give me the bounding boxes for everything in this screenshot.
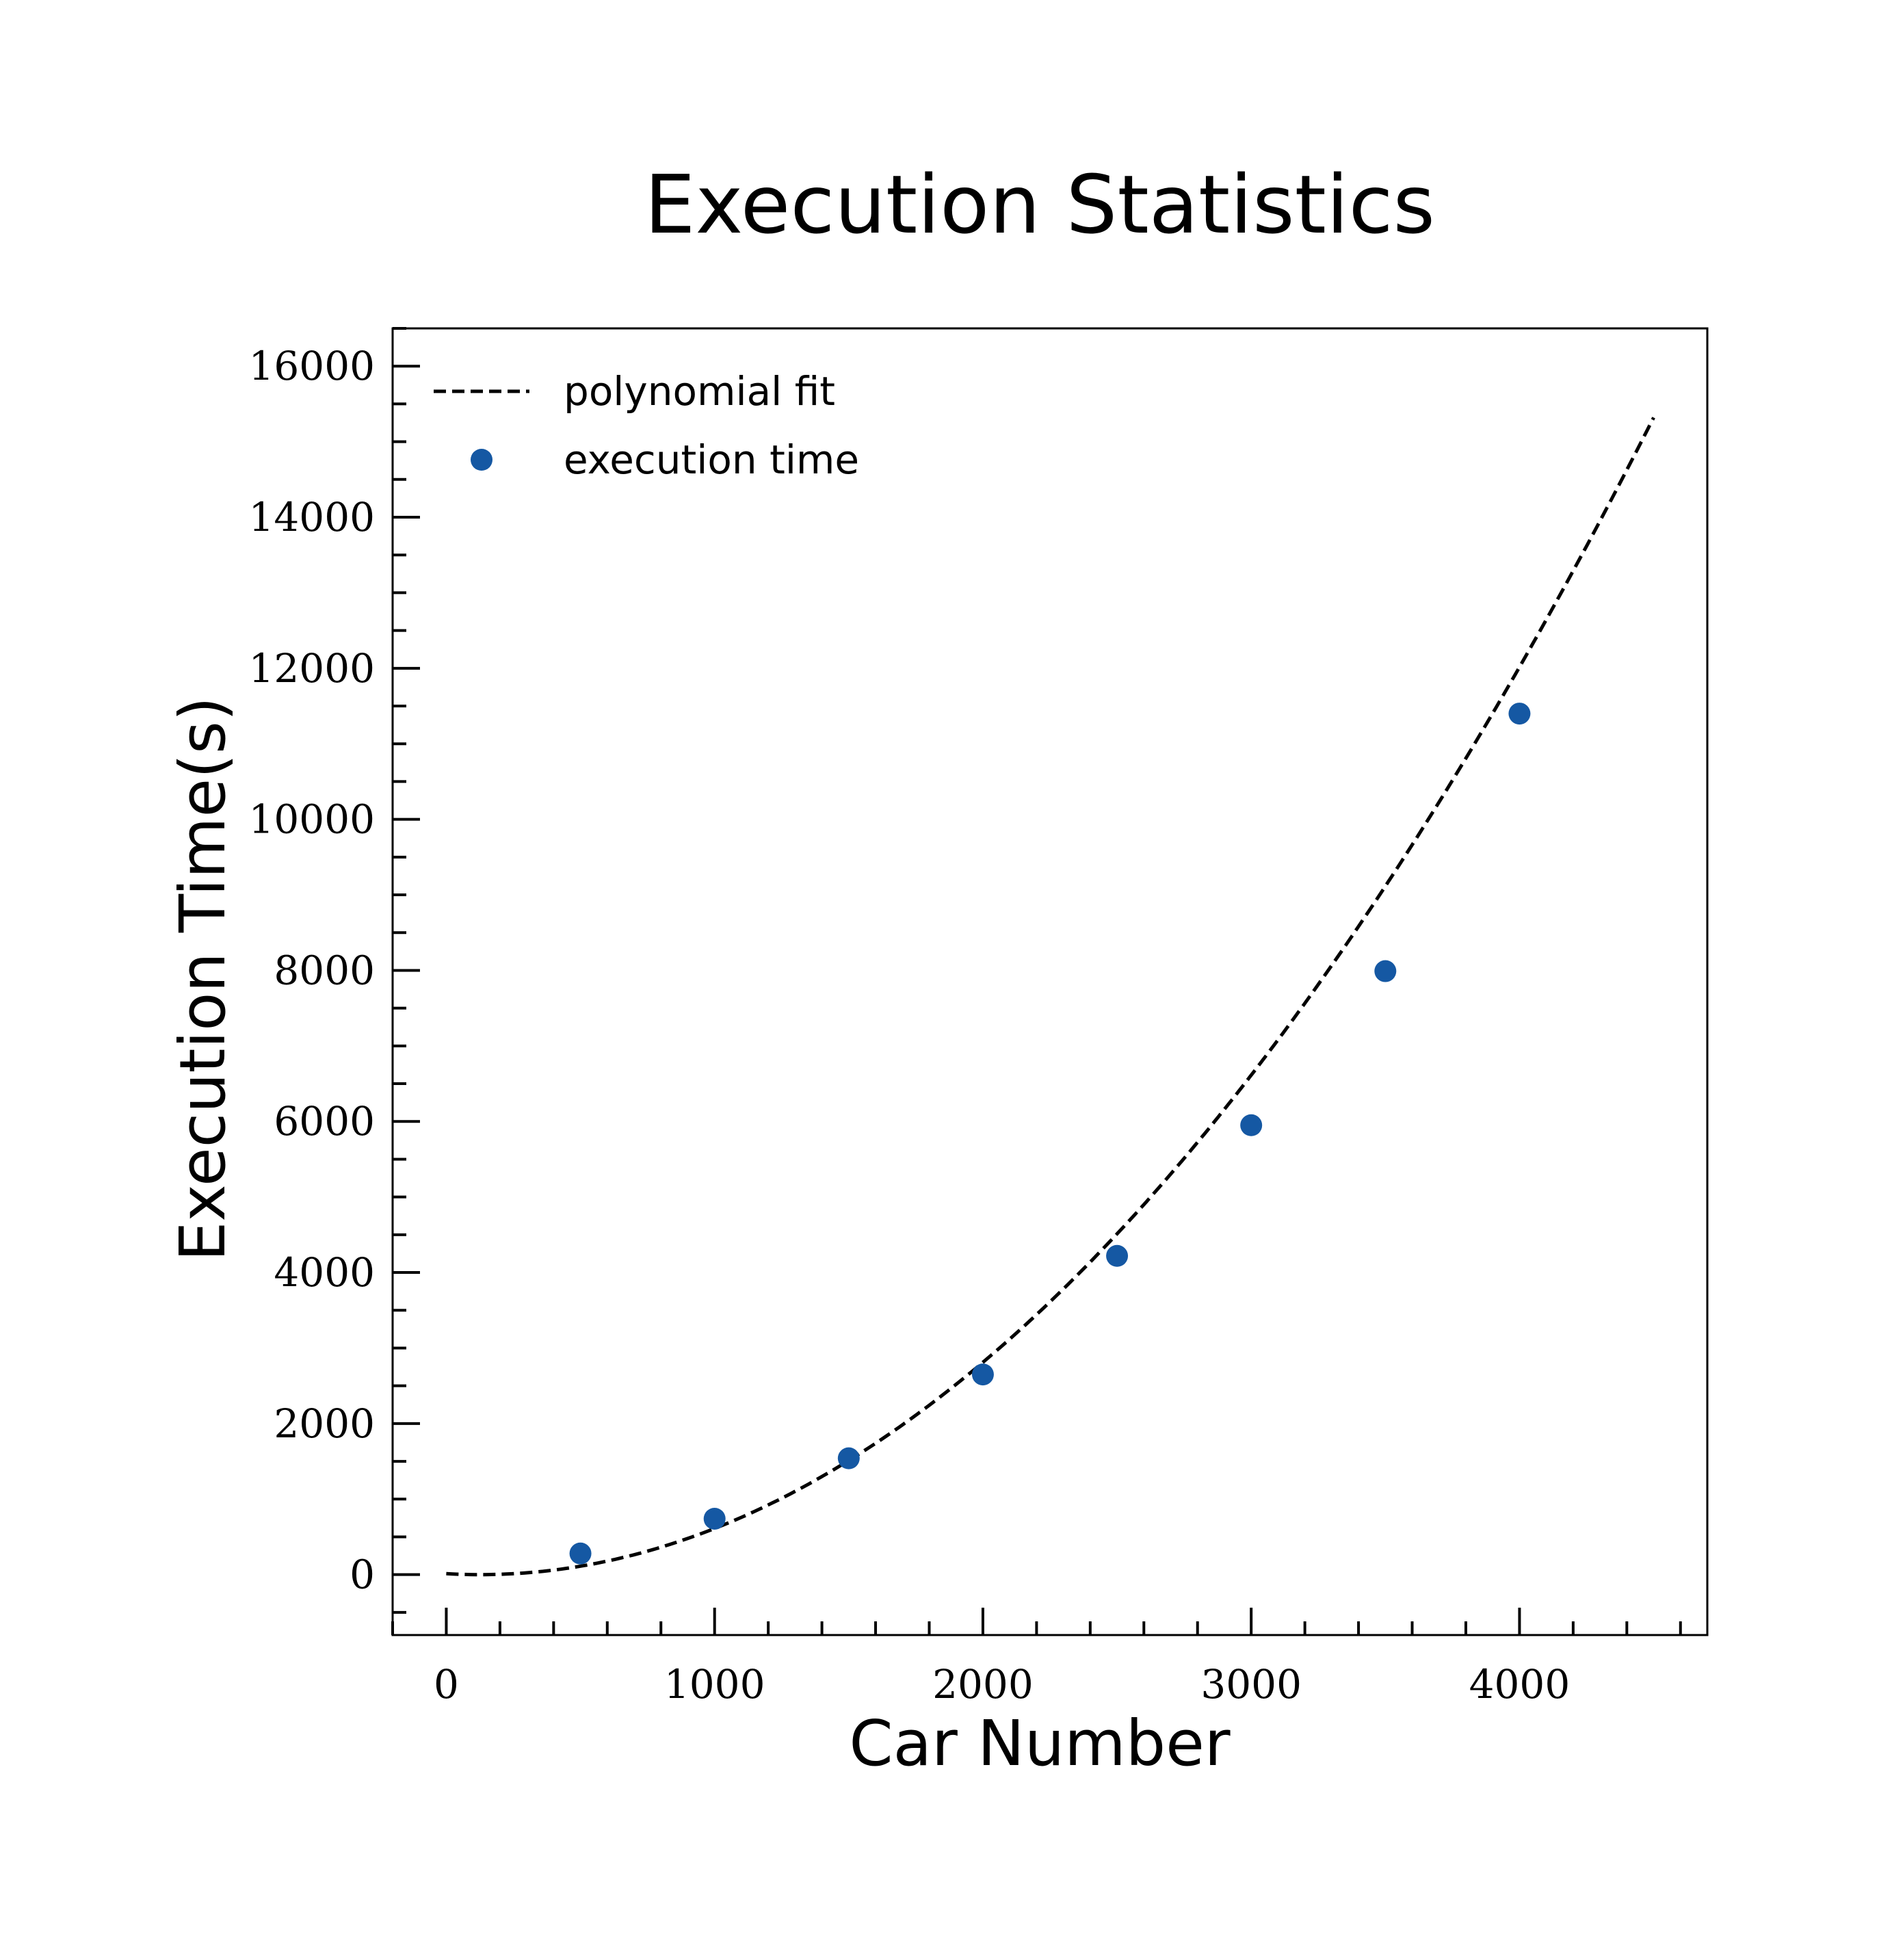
y-tick-label: 10000 [248,796,375,843]
y-tick-label: 16000 [248,343,375,389]
execution-time-point [971,1363,994,1386]
execution-time-point [1508,703,1531,725]
plot-frame [391,327,1709,1636]
execution-time-point [1374,960,1397,982]
legend: polynomial fit execution time [434,368,859,483]
x-axis-label: Car Number [849,1707,1230,1780]
polynomial-fit-line [446,417,1655,1577]
plot-area: 0 1000 2000 3000 4000 0 2000 4000 6000 8000 10000 1… [248,327,1709,1708]
legend-point-swatch [471,449,492,471]
execution-time-point [703,1507,726,1530]
x-tick-label: 3000 [1200,1661,1302,1708]
y-tick-label: 0 [350,1552,375,1598]
y-tick-label: 6000 [274,1098,375,1145]
execution-time-point [837,1447,860,1469]
x-tick-label: 4000 [1469,1661,1571,1708]
x-tick-label: 2000 [932,1661,1034,1708]
execution-time-point [1240,1114,1263,1136]
y-tick-label: 14000 [248,494,375,540]
legend-fit-label: polynomial fit [564,368,835,415]
execution-time-point [569,1542,592,1565]
execution-time-point [1106,1244,1129,1267]
chart-title: Execution Statistics [644,157,1435,252]
y-tick-label: 12000 [248,645,375,692]
x-tick-label: 1000 [664,1661,765,1708]
legend-point-label: execution time [564,436,859,483]
y-axis-label: Execution Time(s) [166,696,239,1262]
y-tick-label: 4000 [274,1249,375,1296]
y-tick-label: 2000 [274,1400,375,1447]
x-tick-label: 0 [434,1661,459,1708]
y-tick-label: 8000 [274,947,375,993]
